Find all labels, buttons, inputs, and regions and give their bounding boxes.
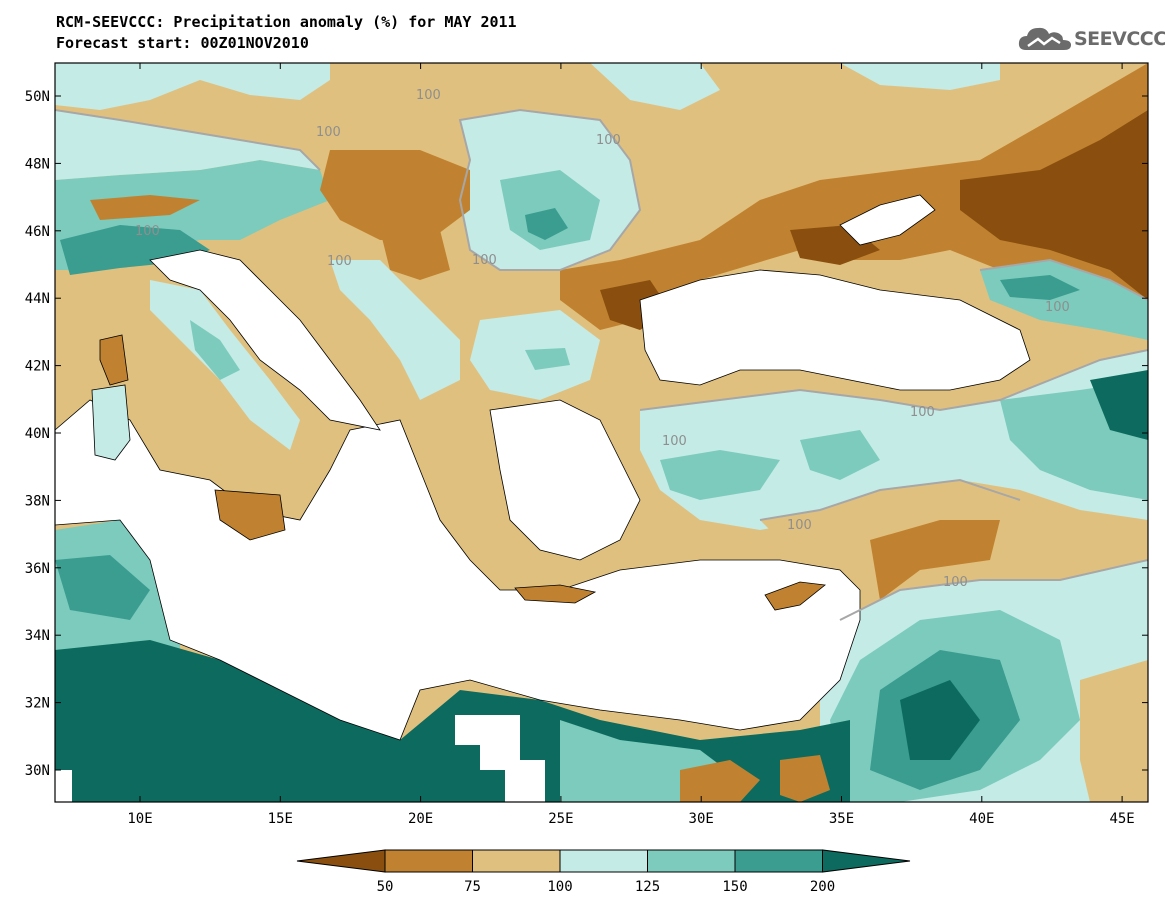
contour-label: 100 bbox=[135, 224, 160, 239]
colorbar-tick-label: 75 bbox=[464, 879, 481, 895]
map-title: RCM-SEEVCCC: Precipitation anomaly (%) f… bbox=[56, 13, 517, 31]
contour-label: 100 bbox=[910, 405, 935, 420]
zone-taurus-dry bbox=[870, 520, 1000, 600]
crete bbox=[514, 584, 597, 604]
lat-label: 30N bbox=[25, 763, 50, 779]
zone-levant-very-wet bbox=[900, 680, 980, 760]
zone-egypt-dry bbox=[680, 760, 760, 802]
cloud-icon bbox=[1018, 27, 1071, 50]
logo-text: SEEVCCC bbox=[1074, 28, 1165, 50]
zone-central-tan bbox=[330, 63, 630, 120]
lat-label: 32N bbox=[25, 696, 50, 712]
sicily bbox=[214, 489, 286, 541]
contour-labels: 100 100 100 100 100 100 100 100 100 100 … bbox=[135, 88, 1070, 590]
lat-label: 42N bbox=[25, 359, 50, 375]
zone-north-teal bbox=[590, 63, 720, 110]
zone-italy-mid bbox=[190, 320, 240, 380]
sardinia bbox=[91, 384, 131, 461]
colorbar-swatch bbox=[472, 849, 561, 873]
lat-label: 48N bbox=[25, 156, 50, 172]
zone-serbia-mid bbox=[525, 348, 570, 370]
zone-north-west-teal bbox=[55, 63, 330, 110]
colorbar: 50 75 100 125 150 200 bbox=[296, 849, 911, 895]
lat-label: 40N bbox=[25, 426, 50, 442]
colorbar-swatch bbox=[822, 849, 911, 873]
colorbar-tick-label: 50 bbox=[377, 879, 394, 895]
lat-label: 36N bbox=[25, 561, 50, 577]
zone-sinai-dry bbox=[780, 755, 830, 802]
colorbar-tick-label: 125 bbox=[635, 879, 660, 895]
lon-label: 35E bbox=[829, 811, 854, 827]
zone-iraq-tan bbox=[1080, 660, 1148, 802]
colorbar-tick-label: 100 bbox=[547, 879, 572, 895]
zone-tunisia-core bbox=[55, 555, 150, 620]
contour-label: 100 bbox=[662, 434, 687, 449]
contour-label: 100 bbox=[316, 125, 341, 140]
aegean-sea bbox=[489, 399, 641, 561]
lat-label: 38N bbox=[25, 493, 50, 509]
lon-label: 10E bbox=[127, 811, 152, 827]
colorbar-swatch bbox=[384, 849, 473, 873]
zone-turkey-central-mid bbox=[800, 430, 880, 480]
zone-east-very-dry bbox=[960, 110, 1148, 300]
zone-slovenia-dry bbox=[320, 150, 470, 240]
zone-croatia-dry bbox=[380, 230, 450, 280]
contour-label: 100 bbox=[1045, 300, 1070, 315]
seevccc-logo: SEEVCCC bbox=[1018, 26, 1165, 52]
contour-label: 100 bbox=[416, 88, 441, 103]
lon-label: 15E bbox=[268, 811, 293, 827]
colorbar-swatch bbox=[647, 849, 736, 873]
corsica bbox=[99, 334, 129, 386]
latitude-axis: 50N 48N 46N 44N 42N 40N 38N 36N 34N 32N 30N bbox=[25, 89, 1148, 779]
mediterranean-sea bbox=[55, 399, 861, 741]
missing-data-patch bbox=[455, 715, 545, 802]
lat-label: 34N bbox=[25, 628, 50, 644]
lon-label: 45E bbox=[1109, 811, 1134, 827]
lon-label: 30E bbox=[689, 811, 714, 827]
adriatic-sea bbox=[149, 249, 381, 431]
longitude-axis: 10E 15E 20E 25E 30E 35E 40E 45E bbox=[127, 63, 1135, 827]
map-field bbox=[55, 63, 1148, 802]
zone-caucasus-core bbox=[1000, 275, 1080, 300]
contour-label: 100 bbox=[787, 518, 812, 533]
contour-label: 100 bbox=[472, 253, 497, 268]
zone-hungary-core bbox=[525, 208, 568, 240]
zone-turkey-west-mid bbox=[660, 450, 780, 500]
contour-100-lines bbox=[55, 108, 1148, 621]
lon-label: 25E bbox=[548, 811, 573, 827]
lat-label: 44N bbox=[25, 291, 50, 307]
lon-label: 20E bbox=[408, 811, 433, 827]
colorbar-tick-label: 200 bbox=[810, 879, 835, 895]
colorbar-tick-label: 150 bbox=[722, 879, 747, 895]
colorbar-swatch bbox=[734, 849, 823, 873]
zone-bosnia-teal bbox=[330, 260, 460, 400]
zone-alps-dry bbox=[90, 195, 200, 220]
sea-of-azov bbox=[839, 194, 936, 246]
colorbar-swatch bbox=[559, 849, 648, 873]
zone-alps-light bbox=[55, 110, 320, 180]
lat-label: 46N bbox=[25, 224, 50, 240]
black-sea bbox=[639, 269, 1031, 391]
forecast-start-subtitle: Forecast start: 00Z01NOV2010 bbox=[56, 34, 309, 52]
contour-label: 100 bbox=[596, 133, 621, 148]
missing-data-corner bbox=[55, 770, 72, 802]
lon-label: 40E bbox=[969, 811, 994, 827]
contour-label: 100 bbox=[943, 575, 968, 590]
colorbar-swatch bbox=[296, 849, 386, 873]
contour-label: 100 bbox=[327, 254, 352, 269]
zone-turkey-east-core bbox=[1090, 370, 1148, 440]
cyprus bbox=[764, 581, 826, 611]
zone-northeast-teal bbox=[840, 63, 1000, 90]
zone-east-dry bbox=[560, 63, 1148, 330]
lat-label: 50N bbox=[25, 89, 50, 105]
